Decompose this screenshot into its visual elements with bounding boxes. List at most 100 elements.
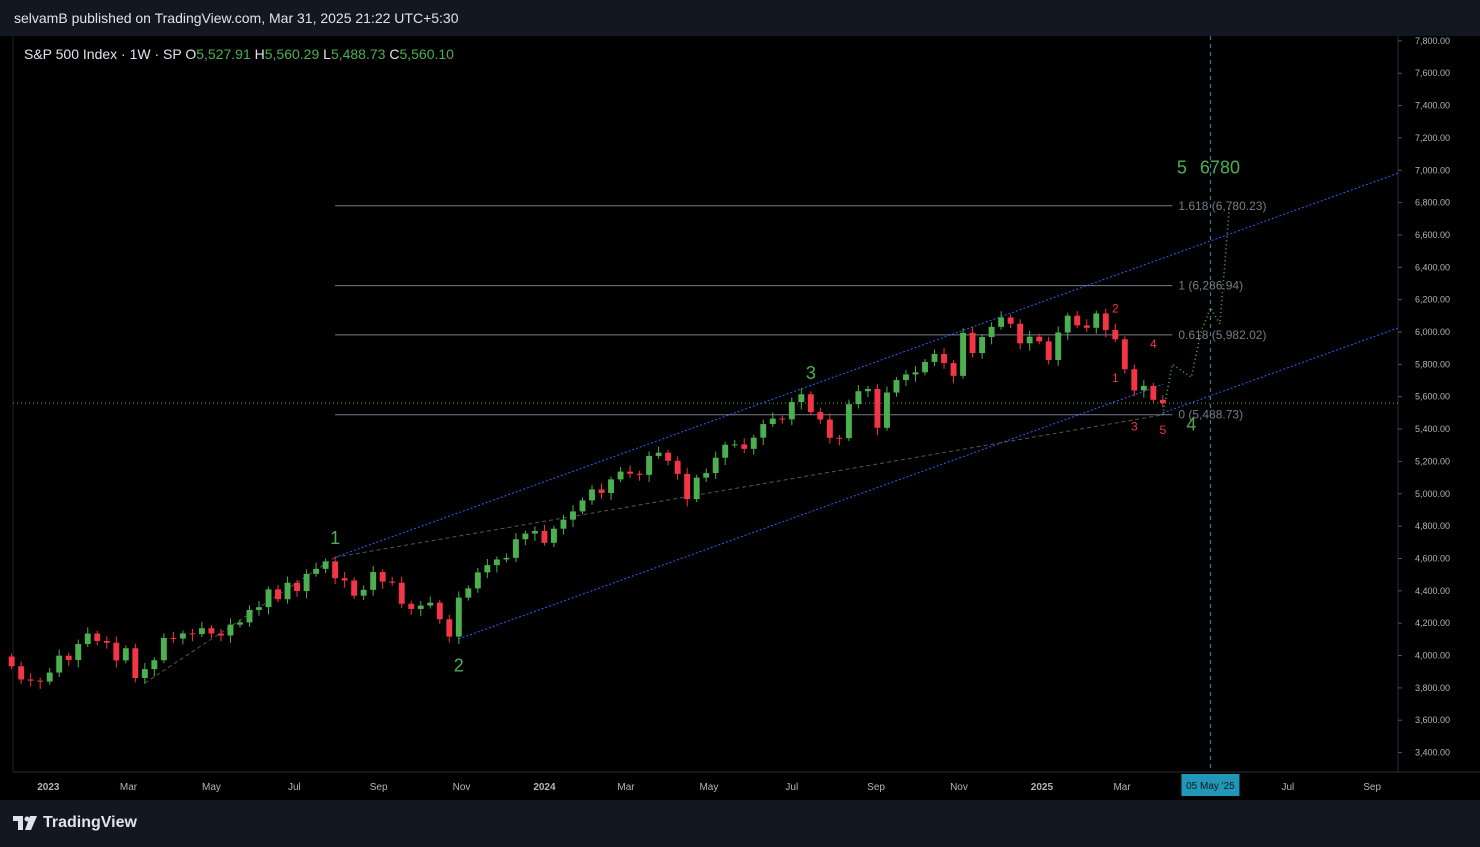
candle-body xyxy=(113,642,120,661)
candle-body xyxy=(1140,385,1147,391)
candle-body xyxy=(731,444,738,446)
candle-body xyxy=(741,444,748,449)
candle-body xyxy=(1131,369,1138,391)
y-tick-label: 4,600.00 xyxy=(1415,553,1450,563)
candle-body xyxy=(427,602,434,606)
label-layer: 1.618 (6,780.23) 1 (6,286.94) 0.618 (5,982… xyxy=(330,157,1266,675)
candle-body xyxy=(979,337,986,354)
candle-body xyxy=(1017,323,1024,344)
candle-body xyxy=(1083,325,1090,328)
candle-body xyxy=(1074,315,1081,326)
candle-body xyxy=(798,394,805,403)
y-tick-label: 7,200.00 xyxy=(1415,133,1450,143)
candle-body xyxy=(351,580,358,596)
x-tick-label: Mar xyxy=(1113,782,1131,793)
publish-text: selvamB published on TradingView.com, Ma… xyxy=(14,10,459,26)
candle-body xyxy=(1159,399,1166,404)
candle-body xyxy=(284,582,291,600)
low-label: L xyxy=(323,46,331,62)
candle-body xyxy=(760,424,767,438)
candle-body xyxy=(617,471,624,480)
candle-body xyxy=(1093,313,1100,328)
tradingview-logo-icon xyxy=(13,816,37,830)
candle-body xyxy=(712,457,719,474)
candle-body xyxy=(531,530,538,534)
candle-body xyxy=(237,622,243,625)
candle-body xyxy=(198,628,205,635)
x-tick-label: Nov xyxy=(453,782,471,793)
candle-body xyxy=(103,640,110,643)
candle-body xyxy=(512,539,519,558)
channel-upper-line xyxy=(334,172,1399,558)
footer-bar: TradingView xyxy=(0,800,1480,847)
candle-body xyxy=(8,656,15,667)
fib-level-label: 1 (6,286.94) xyxy=(1178,279,1243,293)
ohlc-legend: S&P 500 Index · 1W · SP O5,527.91 H5,560… xyxy=(24,46,454,62)
candle-body xyxy=(1026,336,1033,344)
y-tick-label: 6,600.00 xyxy=(1415,230,1450,240)
candle-body xyxy=(589,489,595,501)
candle-body xyxy=(969,332,976,354)
candle-body xyxy=(160,637,167,661)
y-tick-label: 6,400.00 xyxy=(1415,262,1450,272)
candle-body xyxy=(826,419,833,438)
candle-body xyxy=(560,519,567,529)
candle-body xyxy=(46,672,53,682)
candle-body xyxy=(75,644,82,661)
tradingview-logo[interactable]: TradingView xyxy=(13,814,137,832)
y-tick-label: 7,400.00 xyxy=(1415,101,1450,111)
candle-body xyxy=(950,363,957,376)
wave-label-red: 5 xyxy=(1160,423,1167,437)
y-tick-label: 7,000.00 xyxy=(1415,165,1450,175)
y-tick-label: 4,800.00 xyxy=(1415,521,1450,531)
date-badge xyxy=(1181,774,1240,796)
x-tick-label: Jul xyxy=(785,782,798,793)
open-value: 5,527.91 xyxy=(196,46,251,62)
y-tick-label: 5,200.00 xyxy=(1415,456,1450,466)
y-tick-label: 4,400.00 xyxy=(1415,586,1450,596)
x-tick-label: Mar xyxy=(617,782,635,793)
candle-body xyxy=(845,404,852,439)
candle-body xyxy=(674,460,681,474)
candle-body xyxy=(636,473,643,475)
candle-body xyxy=(912,372,919,375)
x-tick-label: Sep xyxy=(1363,782,1381,793)
candle-body xyxy=(474,572,481,589)
candle-body xyxy=(893,380,900,393)
x-tick-label: Jul xyxy=(1282,782,1295,793)
candle-body xyxy=(436,602,443,620)
channel-lower-line xyxy=(458,383,1164,640)
candle-body xyxy=(37,680,44,682)
x-tick-label: Nov xyxy=(950,782,968,793)
y-tick-label: 6,000.00 xyxy=(1415,327,1450,337)
high-label: H xyxy=(254,46,265,62)
candle-body xyxy=(56,655,63,673)
symbol-label[interactable]: S&P 500 Index · 1W · SP xyxy=(24,46,182,62)
candle-body xyxy=(455,597,462,637)
low-value: 5,488.73 xyxy=(330,46,386,62)
candle-body xyxy=(322,561,329,569)
candle-body xyxy=(484,565,491,573)
candle-body xyxy=(94,633,101,641)
x-tick-label: 2023 xyxy=(37,782,60,793)
candle-body xyxy=(960,332,967,376)
candle-body xyxy=(27,679,34,681)
candle-body xyxy=(360,589,367,596)
wave-label-green: 6780 xyxy=(1200,157,1240,177)
y-tick-label: 5,000.00 xyxy=(1415,489,1450,499)
x-tick-label: May xyxy=(202,782,221,793)
candle-body xyxy=(1045,341,1052,361)
candle-body xyxy=(122,648,129,661)
candle-body xyxy=(313,568,320,574)
candle-body xyxy=(646,455,653,475)
candle-body xyxy=(1150,385,1157,400)
y-tick-label: 6,200.00 xyxy=(1415,295,1450,305)
candle-body xyxy=(941,354,947,364)
candle-body xyxy=(389,581,396,583)
candle-body xyxy=(151,660,158,670)
candle-body xyxy=(265,589,272,608)
candle-body xyxy=(817,412,824,420)
projection-path xyxy=(1162,205,1231,415)
candle-body xyxy=(398,582,405,604)
